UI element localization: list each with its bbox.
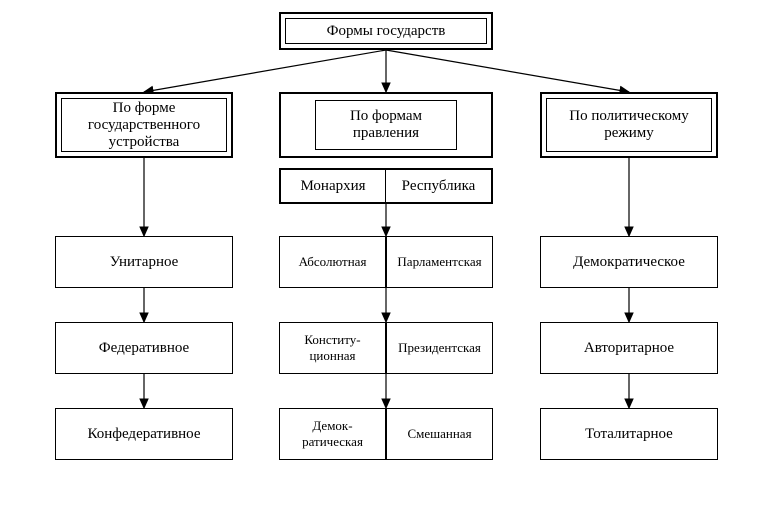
- root-node: Формы государств: [279, 12, 493, 50]
- government-row-2: Демок- ратическая Смешанная: [279, 408, 493, 460]
- category-government-label: По формам правления: [315, 100, 457, 150]
- category-regime: По политическому режиму: [540, 92, 718, 158]
- regime-item-1: Авторитарное: [540, 322, 718, 374]
- government-subhead: Монархия Республика: [279, 168, 493, 204]
- structure-item-0: Унитарное: [55, 236, 233, 288]
- structure-item-1: Федеративное: [55, 322, 233, 374]
- government-row-1: Конститу- ционная Президентская: [279, 322, 493, 374]
- category-government: По формам правления: [279, 92, 493, 158]
- gov-row1-left: Конститу- ционная: [279, 322, 386, 374]
- government-row-0: Абсолютная Парламентская: [279, 236, 493, 288]
- category-structure-label: По форме государственного устройства: [61, 98, 227, 152]
- gov-row2-left: Демок- ратическая: [279, 408, 386, 460]
- root-label: Формы государств: [285, 18, 487, 44]
- gov-row2-right: Смешанная: [386, 408, 493, 460]
- subhead-republic: Республика: [386, 170, 491, 202]
- gov-row0-left: Абсолютная: [279, 236, 386, 288]
- structure-item-2: Конфедеративное: [55, 408, 233, 460]
- gov-row1-right: Президентская: [386, 322, 493, 374]
- regime-item-2: Тоталитарное: [540, 408, 718, 460]
- subhead-monarchy: Монархия: [281, 170, 386, 202]
- category-regime-label: По политическому режиму: [546, 98, 712, 152]
- regime-item-0: Демократическое: [540, 236, 718, 288]
- gov-row0-right: Парламентская: [386, 236, 493, 288]
- category-structure: По форме государственного устройства: [55, 92, 233, 158]
